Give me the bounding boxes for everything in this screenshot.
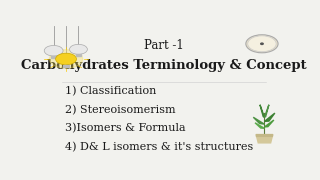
FancyBboxPatch shape [76, 54, 81, 56]
Circle shape [69, 44, 87, 54]
Polygon shape [264, 113, 275, 121]
Polygon shape [264, 120, 274, 127]
Circle shape [49, 50, 83, 68]
Text: 1) Classification: 1) Classification [65, 86, 156, 96]
FancyBboxPatch shape [63, 65, 69, 67]
Polygon shape [253, 117, 264, 124]
Text: 2) Stereoisomerism: 2) Stereoisomerism [65, 104, 175, 115]
Circle shape [248, 36, 276, 52]
Circle shape [261, 43, 263, 44]
Text: Carbohydrates Terminology & Concept: Carbohydrates Terminology & Concept [21, 59, 307, 73]
Text: 4) D& L isomers & it's structures: 4) D& L isomers & it's structures [65, 142, 253, 152]
Polygon shape [255, 123, 264, 128]
Polygon shape [260, 105, 264, 117]
Circle shape [246, 35, 278, 53]
Polygon shape [257, 136, 272, 143]
Text: Part -1: Part -1 [144, 39, 184, 52]
Circle shape [56, 53, 76, 65]
Polygon shape [256, 135, 273, 136]
FancyBboxPatch shape [51, 56, 56, 58]
Circle shape [44, 45, 63, 56]
Text: 3)Isomers & Formula: 3)Isomers & Formula [65, 123, 185, 134]
Polygon shape [264, 105, 269, 117]
